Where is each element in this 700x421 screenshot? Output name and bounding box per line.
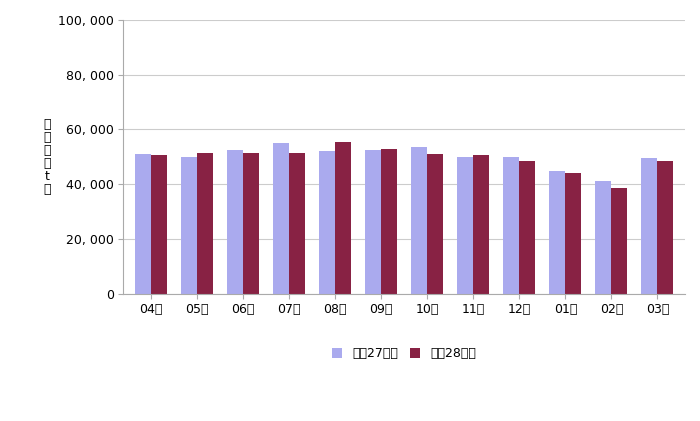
Bar: [519, 161, 536, 294]
Bar: [151, 155, 167, 294]
Bar: [365, 150, 382, 294]
Bar: [382, 149, 398, 294]
Legend: 平成27年度, 平成28年度: 平成27年度, 平成28年度: [328, 344, 480, 364]
Bar: [657, 161, 673, 294]
Bar: [595, 181, 611, 294]
Bar: [641, 158, 657, 294]
Bar: [335, 142, 351, 294]
Bar: [273, 143, 289, 294]
Y-axis label: ご
み
量
（
t
）: ご み 量 （ t ）: [43, 118, 50, 196]
Bar: [319, 152, 335, 294]
Bar: [611, 188, 627, 294]
Bar: [550, 171, 566, 294]
Bar: [181, 157, 197, 294]
Bar: [427, 154, 443, 294]
Bar: [135, 154, 151, 294]
Bar: [457, 157, 473, 294]
Bar: [289, 153, 305, 294]
Bar: [243, 153, 259, 294]
Bar: [473, 155, 489, 294]
Bar: [503, 157, 519, 294]
Bar: [227, 150, 243, 294]
Bar: [566, 173, 582, 294]
Bar: [411, 147, 427, 294]
Bar: [197, 153, 214, 294]
